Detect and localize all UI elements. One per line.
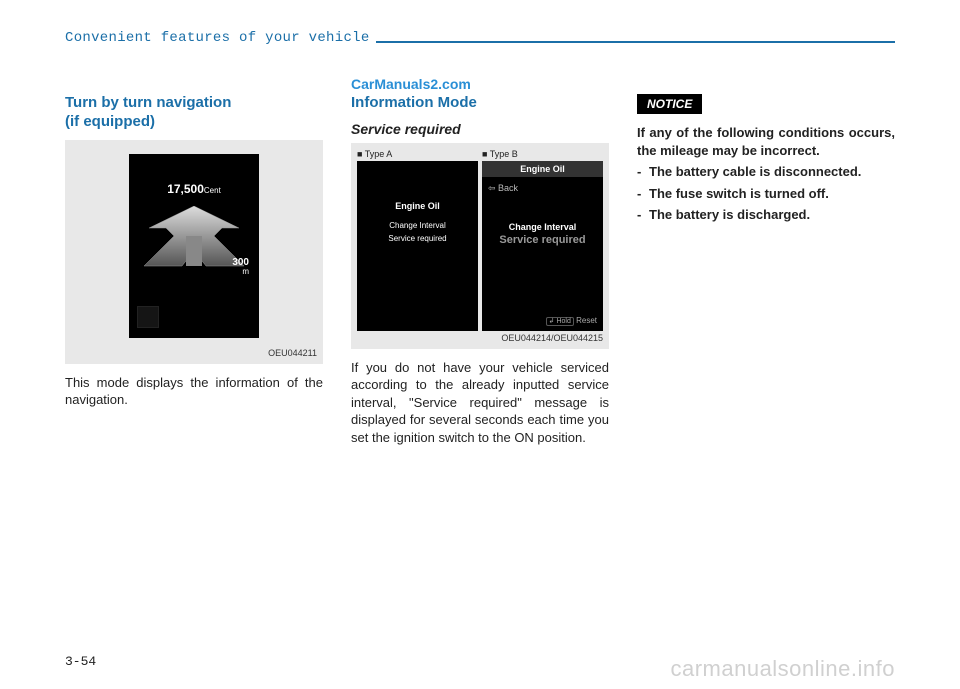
hold-button-label: ↲ Hold xyxy=(546,317,574,326)
col1-figure-ref: OEU044211 xyxy=(71,348,317,358)
screen-a-title: Engine Oil xyxy=(395,201,440,211)
notice-intro: If any of the following conditions occur… xyxy=(637,124,895,159)
column-1: Turn by turn navigation (if equipped) 17… xyxy=(65,76,323,446)
screen-b-topbar: Engine Oil xyxy=(482,161,603,177)
section-header: Convenient features of your vehicle xyxy=(65,30,895,46)
type-b-label: ■ Type B xyxy=(482,149,603,159)
notice-bullet-1: -The battery cable is disconnect­ed. xyxy=(637,163,895,181)
dual-screens: ■ Type A Engine Oil Change Interval Serv… xyxy=(357,149,603,331)
col2-body: If you do not have your vehicle serv­ice… xyxy=(351,359,609,447)
col1-body: This mode displays the information of th… xyxy=(65,374,323,409)
screen-type-b: Engine Oil ⇦ Back Change Interval Servic… xyxy=(482,161,603,331)
columns: Turn by turn navigation (if equipped) 17… xyxy=(65,76,895,446)
screen-b-line2: Service required xyxy=(499,234,585,246)
notice-body: If any of the following conditions occur… xyxy=(637,124,895,224)
col2-figure: ■ Type A Engine Oil Change Interval Serv… xyxy=(351,143,609,349)
screen-a-line1: Change Interval xyxy=(389,221,445,230)
notice-tag: NOTICE xyxy=(637,94,702,114)
section-header-text: Convenient features of your vehicle xyxy=(65,30,370,46)
screen-type-a: Engine Oil Change Interval Service requi… xyxy=(357,161,478,331)
nav-footer-box xyxy=(137,306,159,328)
nav-screen: 17,500Cent xyxy=(129,154,259,338)
type-b-col: ■ Type B Engine Oil ⇦ Back Change Interv… xyxy=(482,149,603,331)
col1-figure: 17,500Cent xyxy=(65,140,323,364)
notice-bullet-2: -The fuse switch is turned off. xyxy=(637,185,895,203)
nav-arrow-icon xyxy=(144,206,244,276)
column-2: CarManuals2.com Information Mode Service… xyxy=(351,76,609,446)
col2-figure-ref: OEU044214/OEU044215 xyxy=(357,333,603,343)
nav-cluster-figure: 17,500Cent xyxy=(71,146,317,346)
notice-bullet-3: -The battery is discharged. xyxy=(637,206,895,224)
nav-distance: 17,500Cent xyxy=(129,182,259,196)
watermark-link: CarManuals2.com xyxy=(351,76,609,92)
col2-heading: Information Mode xyxy=(351,94,609,113)
reset-label: Reset xyxy=(576,316,597,325)
column-3: NOTICE If any of the following condition… xyxy=(637,76,895,446)
nav-distance-unit: Cent xyxy=(204,186,221,195)
screen-b-line1: Change Interval xyxy=(509,222,577,232)
page: Convenient features of your vehicle Turn… xyxy=(0,0,960,466)
screen-a-line2: Service required xyxy=(388,234,446,243)
type-a-label: ■ Type A xyxy=(357,149,478,159)
type-a-col: ■ Type A Engine Oil Change Interval Serv… xyxy=(357,149,478,331)
screen-b-back: ⇦ Back xyxy=(488,183,518,194)
nav-distance-value: 17,500 xyxy=(167,182,204,196)
header-rule xyxy=(376,41,895,43)
col2-subheading: Service required xyxy=(351,121,609,137)
footer-watermark: carmanualsonline.info xyxy=(670,656,895,682)
nav-meters-unit: m xyxy=(242,267,249,276)
nav-meters: 300 m xyxy=(232,258,249,276)
page-number: 3-54 xyxy=(65,654,96,669)
screen-b-reset: ↲ Hold Reset xyxy=(546,316,597,325)
col1-heading: Turn by turn navigation (if equipped) xyxy=(65,94,323,132)
